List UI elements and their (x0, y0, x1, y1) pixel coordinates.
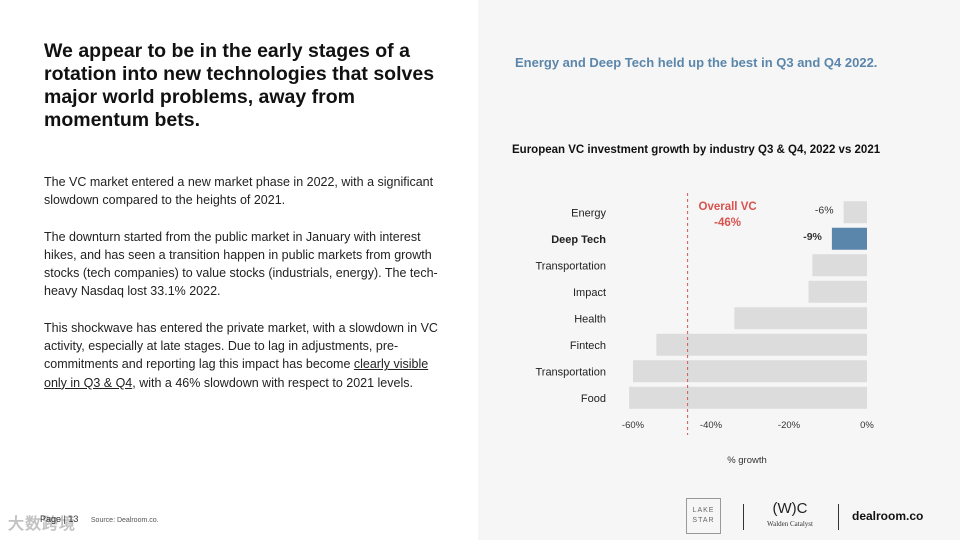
paragraph-1: The VC market entered a new market phase… (44, 175, 434, 208)
bar (656, 333, 867, 356)
lake-star-logo: LAKE STAR (686, 498, 721, 534)
category-label: Deep Tech (551, 234, 606, 246)
paragraph-3-end: , with a 46% slowdown with respect to 20… (132, 375, 413, 390)
bar (812, 254, 867, 277)
logo-separator (743, 504, 744, 530)
overall-vc-value: -46% (714, 217, 741, 229)
chart-title: European VC investment growth by industr… (512, 144, 881, 156)
bar (629, 386, 867, 409)
overall-vc-label: Overall VC (699, 201, 757, 213)
logo-separator (838, 504, 839, 530)
data-label: -9% (803, 231, 822, 243)
right-panel (478, 0, 960, 540)
x-tick-label: -60% (622, 420, 645, 431)
page-number: Page | 13 (40, 514, 79, 524)
source-note: Source: Dealroom.co. (90, 517, 159, 524)
paragraph-2: The downturn started from the public mar… (44, 229, 438, 299)
dealroom-logo: dealroom.co (852, 509, 924, 523)
walden-catalyst-logo: (W)C Walden Catalyst (756, 498, 824, 528)
x-tick-label: -40% (700, 420, 723, 431)
watermark: 大数跨境 (8, 516, 77, 533)
walden-text: Walden Catalyst (767, 520, 813, 528)
bar-chart: Energy -6% Deep Tech -9% Transportation Impac… (535, 193, 874, 466)
left-panel: We appear to be in the early stages of a… (0, 0, 478, 540)
page-title: We appear to be in the early stages of a… (44, 40, 435, 131)
data-label: -6% (815, 204, 834, 216)
category-label: Impact (573, 287, 606, 299)
x-tick-label: -20% (778, 420, 801, 431)
paragraph-3-link[interactable]: clearly visible only in Q3 & Q4 (44, 357, 429, 390)
bar (843, 201, 867, 224)
category-label: Transportation (535, 260, 606, 272)
logo-bar: LAKE STAR (W)C Walden Catalyst dealroom.… (686, 498, 960, 536)
bar (808, 280, 867, 303)
footer: Page | 13 Source: Dealroom.co. (40, 514, 159, 524)
x-axis-label: % growth (727, 455, 767, 466)
bar (633, 360, 867, 383)
category-label: Energy (571, 207, 606, 219)
paragraph-3-start: This shockwave has entered the private m… (44, 320, 438, 372)
category-label: Transportation (535, 366, 606, 378)
bar (831, 227, 867, 250)
body-text: The VC market entered a new market phase… (44, 173, 444, 410)
lake-star-logo-line2: STAR (692, 517, 715, 524)
bar (734, 307, 867, 330)
lake-star-logo-line1: LAKE (692, 507, 715, 514)
walden-mark: (W)C (772, 500, 808, 517)
category-label: Health (574, 313, 606, 325)
category-label: Fintech (570, 340, 606, 352)
category-label: Food (581, 393, 606, 405)
paragraph-3: This shockwave has entered the private m… (44, 319, 444, 392)
chart-subtitle: Energy and Deep Tech held up the best in… (515, 55, 878, 70)
x-tick-label: 0% (860, 420, 874, 431)
